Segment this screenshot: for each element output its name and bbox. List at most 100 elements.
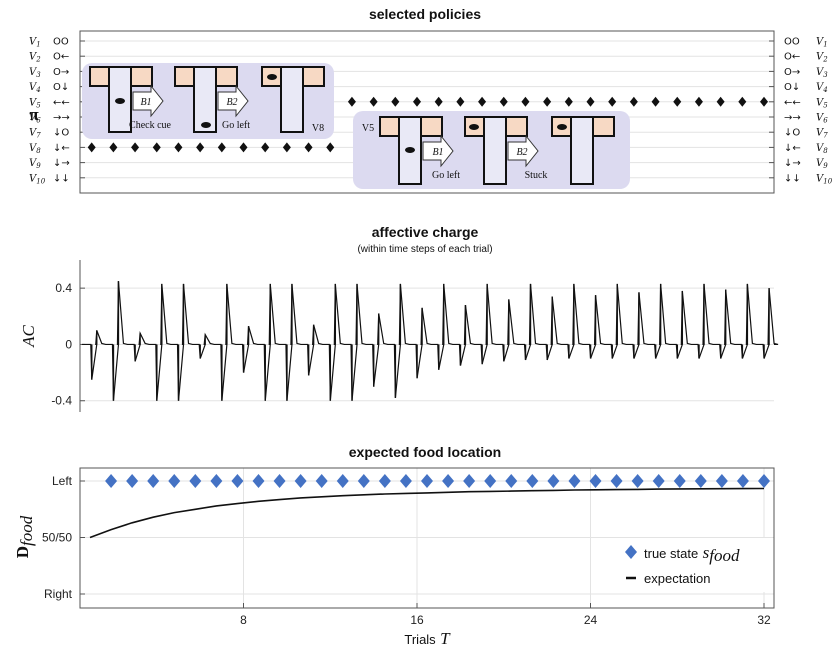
t-maze-2 [464,116,528,185]
food-x-tick-label: 32 [757,613,771,627]
policy-symbol-3: O→ [53,67,69,78]
food-ylabel: Dfood [13,515,36,558]
true-state-marker [189,474,202,488]
policy-symbol-1: OO [53,37,69,48]
true-state-marker [231,474,244,488]
policies-panel: selected policies π V1 OO V2 O← V3 O→ V4 O↓ V5 ←←… [29,6,833,194]
selected-policy-marker [369,96,378,107]
policy-label-6: V6 [29,113,41,125]
selected-policy-marker [521,96,530,107]
selected-policy-marker [629,96,638,107]
food-xlabel: Trials T [404,629,451,648]
mouse-icon [267,74,277,80]
arrow-b1 [422,134,454,168]
true-state-marker [758,474,770,488]
t-maze-2 [174,66,238,133]
true-state-marker [547,474,560,488]
policy-symbol-2: O← [53,52,69,63]
policies-ylabel: π [29,105,39,124]
arrow-b1 [132,84,164,118]
inset1-tag: V8 [312,123,324,134]
ac-title: affective charge [372,224,479,240]
mouse-icon [469,124,479,130]
selected-policy-marker [282,142,291,153]
policy-labels-left: V1 OO V2 O← V3 O→ V4 O↓ V5 ←← V6 →→ V7 ↓O V8 ↓← V9 ↓→ V10 ↓… [29,37,70,186]
t-maze-1 [89,66,153,133]
inset1-caption-1: Check cue [129,120,171,131]
selected-policy-marker [152,142,161,153]
selected-policy-marker [694,96,703,107]
selected-policy-marker [456,96,465,107]
policy-label-right-3: V3 [816,67,828,79]
policy-label-right-2: V2 [816,52,828,64]
inset2-caption-2: Stuck [525,170,548,181]
policy-symbol-right-1: OO [784,37,800,48]
food-legend: true state sfood expectation [612,538,770,592]
true-state-marker [126,474,139,488]
policies-frame [79,30,775,194]
policy-symbol-right-9: ↓→ [784,158,801,169]
true-state-marker [315,474,328,488]
true-state-marker [399,474,412,488]
food-y-tick-label: 50/50 [42,531,72,545]
true-state-marker [568,474,581,488]
food-title: expected food location [349,444,501,460]
selected-policy-marker [651,96,660,107]
ac-subtitle: (within time steps of each trial) [357,244,492,255]
selected-policy-marker [499,96,508,107]
selected-policy-marker [196,142,205,153]
policy-label-right-1: V1 [816,37,828,49]
selected-policy-marker [131,142,140,153]
policy-symbol-7: ↓O [53,128,69,139]
food-x-ticks: 8 16 24 32 [240,603,771,627]
policy-label-8: V8 [29,143,41,155]
true-state-marker [378,474,391,488]
policy-symbol-right-2: O← [784,52,800,63]
selected-policy-marker [391,96,400,107]
selected-policy-marker [217,142,226,153]
maze-inset-v8: B1 Check cue B2 Go left V8 [82,63,334,139]
inset2-caption-1: Go left [432,170,460,181]
policy-label-right-6: V6 [816,113,828,125]
true-state-marker [421,474,433,488]
policy-label-1: V1 [29,37,41,49]
inset2-tag: V5 [362,123,374,134]
policy-symbol-9: ↓→ [53,158,70,169]
food-x-tick-label: 8 [240,613,247,627]
t-maze-1 [379,116,443,185]
selected-policy-marker [738,96,747,107]
true-state-marker [652,474,665,488]
legend-item-true-state: true state sfood [644,543,740,565]
policy-symbol-5: ←← [53,97,70,108]
mouse-icon [557,124,567,130]
true-state-marker [336,474,349,488]
t-maze-3 [261,66,325,133]
policies-title: selected policies [369,6,481,22]
inset2-b2-label: B2 [516,147,527,158]
true-state-marker [252,474,265,488]
selected-policy-marker [608,96,617,107]
true-state-marker [526,474,539,488]
policy-label-9: V9 [29,158,41,170]
policy-label-right-8: V8 [816,143,828,155]
mouse-icon [201,122,211,128]
true-state-marker [589,474,602,488]
policy-symbol-right-3: O→ [784,67,800,78]
policy-symbol-right-10: ↓↓ [784,173,801,184]
selected-policy-marker [543,96,552,107]
policy-symbol-right-7: ↓O [784,128,800,139]
arrow-b2 [217,84,249,118]
policy-symbol-4: O↓ [53,82,69,93]
true-state-marker [484,474,497,488]
true-state-marker [673,474,686,488]
selected-policy-marker [87,142,96,153]
policy-label-2: V2 [29,52,41,64]
true-state-marker [357,474,370,488]
true-state-marker [610,474,623,488]
policy-symbol-right-8: ↓← [784,143,801,154]
food-y-tick-label: Left [52,474,73,488]
selected-policy-marker [347,96,356,107]
maze-inset-v5: V5 B1 Go left B2 Stuck [353,111,630,189]
policy-symbol-right-5: ←← [784,97,801,108]
arrow-b2 [507,134,539,168]
